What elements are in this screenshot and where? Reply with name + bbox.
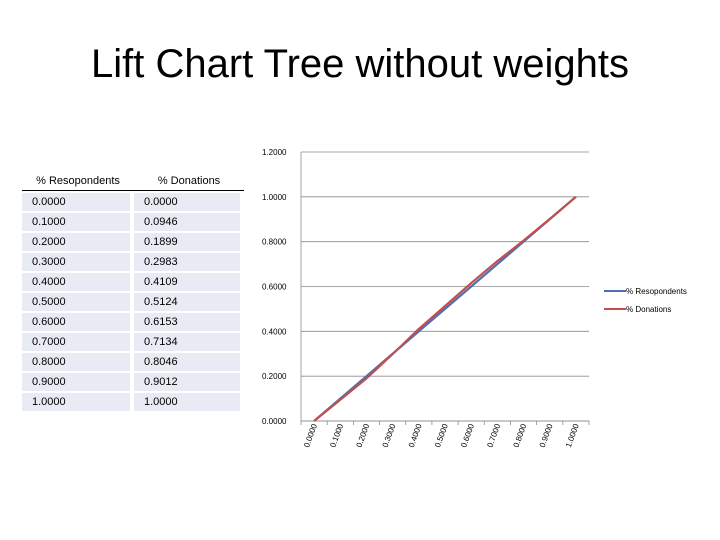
- cell-donations: 1.0000: [134, 393, 244, 411]
- slide-title: Lift Chart Tree without weights: [90, 42, 630, 86]
- cell-donations: 0.0946: [134, 213, 244, 231]
- table-row: 0.3000 0.2983: [22, 253, 244, 271]
- cell-respondents: 0.5000: [22, 293, 134, 311]
- x-tick-label: 0.9000: [538, 422, 555, 449]
- x-tick-label: 0.7000: [485, 422, 502, 449]
- table-row: 0.4000 0.4109: [22, 273, 244, 291]
- cell-respondents: 0.4000: [22, 273, 134, 291]
- y-tick-label: 0.6000: [262, 283, 287, 292]
- x-tick-label: 0.1000: [328, 422, 345, 449]
- x-tick-label: 0.2000: [355, 422, 372, 449]
- table-row: 0.0000 0.0000: [22, 193, 244, 211]
- x-tick-label: 0.6000: [459, 422, 476, 449]
- cell-donations: 0.7134: [134, 333, 244, 351]
- cell-respondents: 0.6000: [22, 313, 134, 331]
- cell-donations: 0.8046: [134, 353, 244, 371]
- cell-donations: 0.5124: [134, 293, 244, 311]
- table-row: 0.9000 0.9012: [22, 373, 244, 391]
- cell-donations: 0.9012: [134, 373, 244, 391]
- table-row: 0.7000 0.7134: [22, 333, 244, 351]
- cell-respondents: 0.0000: [22, 193, 134, 211]
- cell-donations: 0.1899: [134, 233, 244, 251]
- cell-respondents: 0.3000: [22, 253, 134, 271]
- x-tick-label: 0.0000: [302, 422, 319, 449]
- table-row: 0.5000 0.5124: [22, 293, 244, 311]
- y-tick-label: 0.4000: [262, 327, 287, 336]
- x-tick-label: 1.0000: [564, 422, 581, 449]
- cell-respondents: 0.2000: [22, 233, 134, 251]
- x-tick-label: 0.8000: [512, 422, 529, 449]
- header-donations: % Donations: [134, 172, 244, 191]
- y-tick-label: 1.0000: [262, 193, 287, 202]
- table-row: 1.0000 1.0000: [22, 393, 244, 411]
- table-row: 0.2000 0.1899: [22, 233, 244, 251]
- cell-donations: 0.6153: [134, 313, 244, 331]
- y-tick-label: 0.8000: [262, 238, 287, 247]
- data-table: % Resopondents % Donations 0.0000 0.0000 …: [22, 170, 244, 413]
- table-row: 0.8000 0.8046: [22, 353, 244, 371]
- cell-respondents: 0.8000: [22, 353, 134, 371]
- legend-label-0: % Resopondents: [626, 287, 687, 296]
- table-row: 0.6000 0.6153: [22, 313, 244, 331]
- x-tick-label: 0.4000: [407, 422, 424, 449]
- x-tick-label: 0.3000: [381, 422, 398, 449]
- x-tick-label: 0.5000: [433, 422, 450, 449]
- cell-donations: 0.2983: [134, 253, 244, 271]
- y-tick-label: 0.0000: [262, 417, 287, 426]
- table-header-row: % Resopondents % Donations: [22, 172, 244, 191]
- cell-respondents: 0.7000: [22, 333, 134, 351]
- y-tick-label: 1.2000: [262, 148, 287, 157]
- series-line-1: [313, 195, 577, 422]
- header-respondents: % Resopondents: [22, 172, 134, 191]
- cell-respondents: 1.0000: [22, 393, 134, 411]
- y-tick-label: 0.2000: [262, 372, 287, 381]
- cell-respondents: 0.9000: [22, 373, 134, 391]
- legend-label-1: % Donations: [626, 305, 671, 314]
- table-row: 0.1000 0.0946: [22, 213, 244, 231]
- cell-donations: 0.0000: [134, 193, 244, 211]
- cell-donations: 0.4109: [134, 273, 244, 291]
- cell-respondents: 0.1000: [22, 213, 134, 231]
